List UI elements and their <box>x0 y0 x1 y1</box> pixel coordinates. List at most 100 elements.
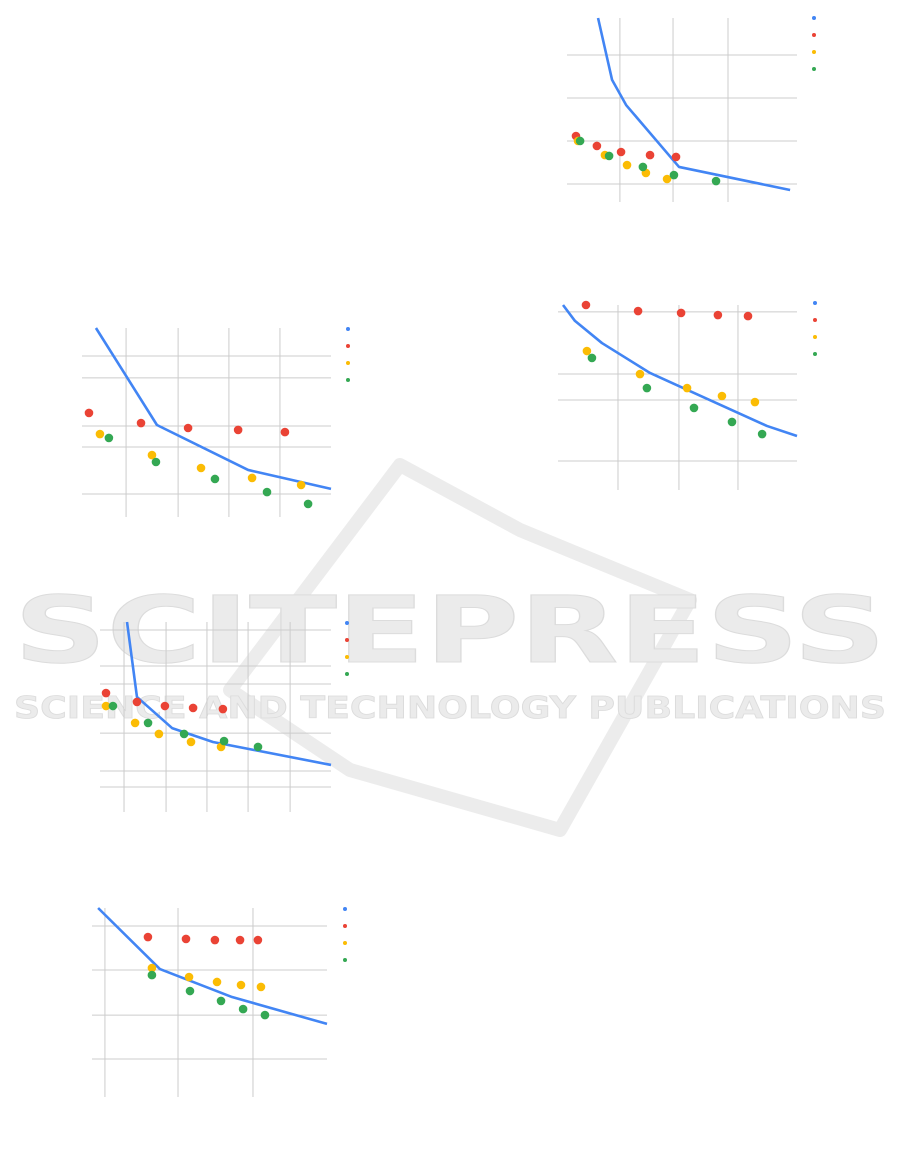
legend-dot <box>813 335 817 339</box>
chart <box>82 327 350 517</box>
data-point <box>236 980 246 990</box>
data-point <box>130 718 140 728</box>
data-point <box>633 306 643 316</box>
data-point <box>689 403 699 413</box>
data-point <box>711 176 721 186</box>
data-point <box>104 433 114 443</box>
legend-dot <box>343 958 347 962</box>
data-point <box>575 136 585 146</box>
data-point <box>238 1004 248 1014</box>
data-point <box>262 487 272 497</box>
chart <box>100 621 349 812</box>
data-point <box>160 701 170 711</box>
legend-dot <box>346 344 350 348</box>
legend-dot <box>346 327 350 331</box>
legend-dot <box>812 67 816 71</box>
data-point <box>750 397 760 407</box>
legend-dot <box>345 638 349 642</box>
legend-dot <box>343 924 347 928</box>
data-point <box>147 450 157 460</box>
data-point <box>717 391 727 401</box>
data-point <box>95 429 105 439</box>
data-point <box>181 934 191 944</box>
data-point <box>682 383 692 393</box>
series-line <box>97 907 328 1026</box>
data-point <box>154 729 164 739</box>
series-line <box>596 17 791 192</box>
legend-dot <box>346 361 350 365</box>
data-point <box>147 963 157 973</box>
data-point <box>638 162 648 172</box>
legend-dot <box>813 318 817 322</box>
legend-dot <box>345 621 349 625</box>
data-point <box>184 972 194 982</box>
data-point <box>669 170 679 180</box>
data-point <box>592 141 602 151</box>
data-point <box>253 935 263 945</box>
data-point <box>196 463 206 473</box>
data-point <box>616 147 626 157</box>
data-point <box>645 150 655 160</box>
watermark-subtitle: SCIENCE AND TECHNOLOGY PUBLICATIONS <box>14 691 886 726</box>
data-point <box>143 718 153 728</box>
watermark-book <box>223 458 697 837</box>
data-point <box>185 986 195 996</box>
legend-dot <box>343 941 347 945</box>
legend-dot <box>813 352 817 356</box>
data-point <box>101 701 111 711</box>
data-point <box>233 425 243 435</box>
legend-dot <box>812 50 816 54</box>
data-point <box>635 369 645 379</box>
data-point <box>179 729 189 739</box>
data-point <box>132 697 142 707</box>
data-point <box>101 688 111 698</box>
data-point <box>247 473 257 483</box>
legend-dot <box>812 33 816 37</box>
data-point <box>216 996 226 1006</box>
data-point <box>713 310 723 320</box>
data-point <box>218 704 228 714</box>
data-point <box>235 935 245 945</box>
data-point <box>183 423 193 433</box>
data-point <box>587 353 597 363</box>
data-point <box>210 935 220 945</box>
data-point <box>280 427 290 437</box>
data-point <box>671 152 681 162</box>
data-point <box>642 383 652 393</box>
chart <box>558 300 817 490</box>
series-line <box>561 304 798 438</box>
charts <box>82 16 817 1097</box>
data-point <box>581 300 591 310</box>
chart <box>567 16 816 202</box>
data-point <box>151 457 161 467</box>
data-point <box>188 703 198 713</box>
data-point <box>303 499 313 509</box>
legend-dot <box>343 907 347 911</box>
chart <box>92 907 347 1097</box>
data-point <box>108 701 118 711</box>
data-point <box>210 474 220 484</box>
data-point <box>84 408 94 418</box>
series-line <box>125 621 332 767</box>
data-point <box>727 417 737 427</box>
data-point <box>260 1010 270 1020</box>
data-point <box>219 736 229 746</box>
data-point <box>186 737 196 747</box>
legend-dot <box>812 16 816 20</box>
legend-dot <box>345 655 349 659</box>
data-point <box>582 346 592 356</box>
data-point <box>256 982 266 992</box>
data-point <box>676 308 686 318</box>
data-point <box>604 151 614 161</box>
watermark: SCITEPRESS SCIENCE AND TECHNOLOGY PUBLIC… <box>14 458 887 837</box>
data-point <box>253 742 263 752</box>
data-point <box>147 970 157 980</box>
legend-dot <box>345 672 349 676</box>
data-point <box>143 932 153 942</box>
data-point <box>662 174 672 184</box>
data-point <box>622 160 632 170</box>
data-point <box>743 311 753 321</box>
data-point <box>136 418 146 428</box>
